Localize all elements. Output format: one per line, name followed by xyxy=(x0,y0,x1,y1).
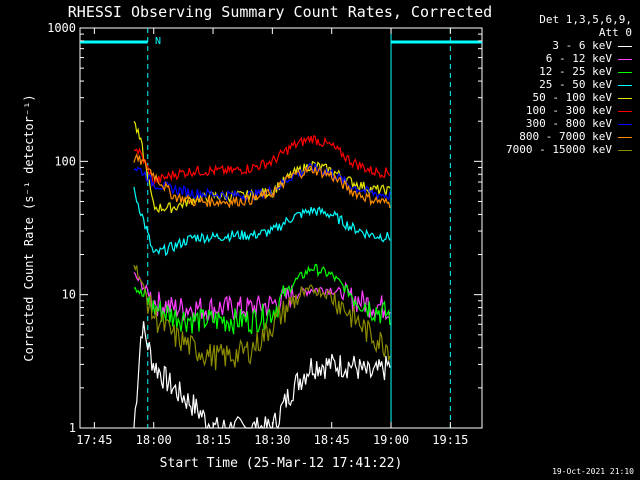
legend-entry-4: 50 - 100 keV xyxy=(533,91,632,104)
y-tick-label-0: 1 xyxy=(69,421,76,435)
x-tick-label-2: 18:15 xyxy=(195,433,231,447)
legend-entry-7: 800 - 7000 keV xyxy=(519,130,632,143)
legend-entry-5: 100 - 300 keV xyxy=(526,104,632,117)
legend-swatch xyxy=(618,84,632,86)
chart-title: RHESSI Observing Summary Count Rates, Co… xyxy=(68,3,492,21)
series-line-3 xyxy=(133,186,391,257)
series-layer xyxy=(133,121,391,430)
legend-swatch xyxy=(618,110,632,112)
x-tick-label-4: 18:45 xyxy=(314,433,350,447)
series-line-0 xyxy=(133,321,391,430)
legend-entry-3: 25 - 50 keV xyxy=(539,78,632,91)
x-axis-ticks: 17:45 18:00 18:15 18:30 18:45 19:00 19:15 xyxy=(76,28,468,447)
legend-swatch xyxy=(618,123,632,125)
x-tick-label-5: 19:00 xyxy=(373,433,409,447)
legend-header-line2: Att 0 xyxy=(598,26,632,39)
legend-entry-label: 7000 - 15000 keV xyxy=(506,143,612,156)
x-tick-label-6: 19:15 xyxy=(432,433,468,447)
legend-swatch xyxy=(618,97,632,99)
legend-header-line1: Det 1,3,5,6,9, xyxy=(539,13,632,26)
legend-swatch xyxy=(618,136,632,138)
legend-swatch xyxy=(618,58,632,60)
night-marker-label: N xyxy=(155,36,161,47)
legend-entry-label: 50 - 100 keV xyxy=(532,91,612,104)
legend-entry-label: 300 - 800 keV xyxy=(525,117,612,130)
series-line-7 xyxy=(133,153,391,209)
legend-swatch xyxy=(618,149,632,151)
x-tick-label-1: 18:00 xyxy=(136,433,172,447)
legend-entry-0: 3 - 6 keV xyxy=(552,39,632,52)
legend-entry-8: 7000 - 15000 keV xyxy=(506,143,632,156)
legend-entry-label: 100 - 300 keV xyxy=(525,104,612,117)
y-axis-ticks: 1 10 100 1000 xyxy=(47,21,482,435)
series-line-5 xyxy=(133,134,391,187)
y-tick-label-3: 1000 xyxy=(47,21,76,35)
legend-entry-label: 6 - 12 keV xyxy=(545,52,612,65)
footer-timestamp: 19-Oct-2021 21:10 xyxy=(552,467,634,476)
legend-entry-label: 25 - 50 keV xyxy=(539,78,612,91)
legend-entry-label: 3 - 6 keV xyxy=(552,39,612,52)
series-line-8 xyxy=(133,264,391,371)
legend-swatch xyxy=(618,45,632,47)
legend-swatch xyxy=(618,71,632,73)
x-tick-label-0: 17:45 xyxy=(76,433,112,447)
series-line-2 xyxy=(133,263,391,335)
x-axis-label: Start Time (25-Mar-12 17:41:22) xyxy=(160,456,403,471)
legend-entry-6: 300 - 800 keV xyxy=(526,117,632,130)
x-tick-label-3: 18:30 xyxy=(254,433,290,447)
plot-frame xyxy=(79,27,483,429)
legend-entry-1: 6 - 12 keV xyxy=(546,52,632,65)
y-tick-label-1: 10 xyxy=(62,288,76,302)
legend-entry-label: 12 - 25 keV xyxy=(539,65,612,78)
legend-entry-2: 12 - 25 keV xyxy=(539,65,632,78)
y-axis-label: Corrected Count Rate (s⁻¹ detector⁻¹) xyxy=(22,94,36,361)
legend-entry-label: 800 - 7000 keV xyxy=(519,130,612,143)
y-tick-label-2: 100 xyxy=(54,154,76,168)
night-periods-layer xyxy=(80,28,482,428)
